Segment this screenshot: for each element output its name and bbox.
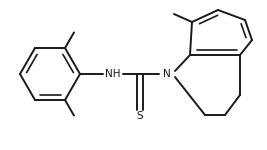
Text: S: S xyxy=(137,111,143,121)
Text: N: N xyxy=(163,69,171,79)
Text: NH: NH xyxy=(105,69,121,79)
